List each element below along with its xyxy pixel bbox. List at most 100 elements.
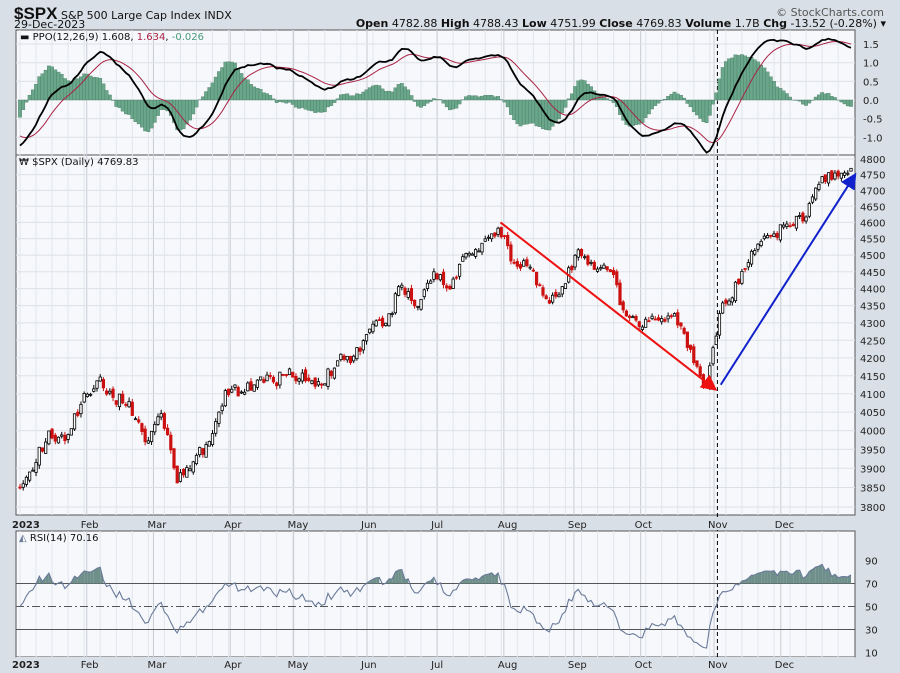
ppo-legend-signal: 1.634 [136, 32, 166, 43]
candle [98, 376, 102, 382]
candle [570, 265, 574, 271]
rsi-tick-label: 90 [865, 557, 878, 568]
open-value: 4782.88 [391, 17, 438, 30]
candle [419, 299, 423, 310]
ppo-histogram-bar [79, 76, 83, 101]
month-label: Dec [775, 520, 794, 531]
ppo-histogram-bar [647, 99, 651, 115]
candle [560, 286, 564, 295]
month-label: Jul [430, 660, 443, 671]
candle [223, 390, 227, 407]
candle [85, 393, 89, 397]
ppo-histogram-bar [396, 84, 401, 101]
ppo-histogram-bar [486, 95, 491, 101]
candle [44, 441, 48, 454]
month-label: Aug [498, 660, 518, 671]
chevron-down-icon[interactable]: ▾ [880, 17, 886, 30]
volume-label: Volume [685, 17, 732, 30]
ppo-histogram-bar [399, 83, 404, 101]
candle [207, 441, 211, 447]
candle [602, 264, 606, 269]
ppo-histogram-bar [37, 76, 42, 101]
candle [72, 413, 77, 430]
ppo-histogram-bar [223, 61, 228, 101]
rsi-overbought-fill [815, 566, 819, 584]
candle [294, 375, 298, 382]
candle [413, 299, 417, 307]
candle [40, 447, 45, 452]
ppo-histogram-bar [711, 99, 715, 105]
month-label: Nov [708, 660, 728, 671]
candle [319, 383, 324, 386]
candle [490, 233, 494, 240]
candle [156, 416, 160, 425]
candle [772, 233, 776, 237]
candle [486, 236, 491, 239]
ppo-histogram-bar [332, 99, 337, 103]
rsi-overbought-fill [770, 570, 774, 584]
ppo-histogram-bar [255, 88, 260, 101]
candle [24, 476, 29, 485]
ppo-histogram-bar [351, 95, 356, 101]
candle [114, 400, 118, 405]
candle [724, 299, 728, 304]
candle [172, 448, 176, 469]
rsi-overbought-fill [45, 573, 49, 584]
candle [621, 301, 625, 311]
rsi-overbought-fill [780, 571, 784, 584]
ppo-histogram-bar [24, 99, 29, 103]
candle [345, 355, 349, 361]
candle [441, 271, 446, 286]
ppo-histogram-bar [839, 99, 844, 103]
title-block: $SPX S&P 500 Large Cap Index INDX [14, 4, 232, 24]
candle [599, 267, 603, 270]
ppo-histogram-bar [826, 93, 831, 101]
candle [631, 316, 635, 319]
rsi-legend-text: RSI(14) 70.16 [29, 533, 99, 544]
rsi-overbought-fill [761, 571, 765, 584]
ppo-histogram-bar [528, 99, 533, 124]
ppo-histogram-bar [278, 99, 282, 102]
candle [624, 310, 629, 317]
candle [788, 225, 792, 228]
candle [782, 224, 786, 228]
ppo-histogram-bar [91, 77, 96, 101]
candle [477, 250, 481, 253]
rsi-overbought-fill [809, 569, 813, 584]
candle [733, 281, 738, 302]
chart-date: 29-Dec-2023 [14, 18, 86, 31]
candle [765, 235, 770, 239]
candle [817, 183, 821, 190]
candle [291, 371, 295, 378]
ppo-histogram-bar [714, 92, 719, 101]
ppo-histogram-bar [130, 99, 135, 119]
ppo-histogram-bar [804, 99, 808, 106]
ppo-histogram-bar [287, 99, 292, 103]
ppo-tick-label: -0.5 [863, 115, 883, 126]
candle-icon: ₩ [19, 157, 29, 168]
price-tick-label: 4350 [860, 302, 885, 313]
ppo-histogram-bar [807, 99, 812, 104]
candle [435, 273, 439, 280]
ppo-histogram-bar [833, 97, 837, 101]
month-label: Mar [147, 660, 167, 671]
symbol: $SPX [14, 4, 58, 23]
candle [804, 216, 808, 222]
ppo-histogram-bar [701, 99, 706, 122]
candle [695, 360, 699, 367]
ppo-histogram-bar [387, 90, 391, 101]
month-label: Jun [360, 660, 377, 671]
candle [592, 261, 596, 270]
ppo-histogram-bar [34, 84, 38, 101]
candle [92, 388, 96, 392]
ppo-histogram-bar [136, 99, 141, 125]
price-tick-label: 4650 [860, 202, 885, 213]
ppo-histogram-bar [268, 95, 273, 101]
ppo-histogram-bar [640, 99, 645, 123]
rsi-overbought-fill [745, 578, 749, 584]
brand-logo[interactable]: © StockCharts.com [776, 6, 884, 19]
ppo-histogram-bar [245, 79, 250, 101]
rsi-overbought-fill [97, 567, 101, 584]
